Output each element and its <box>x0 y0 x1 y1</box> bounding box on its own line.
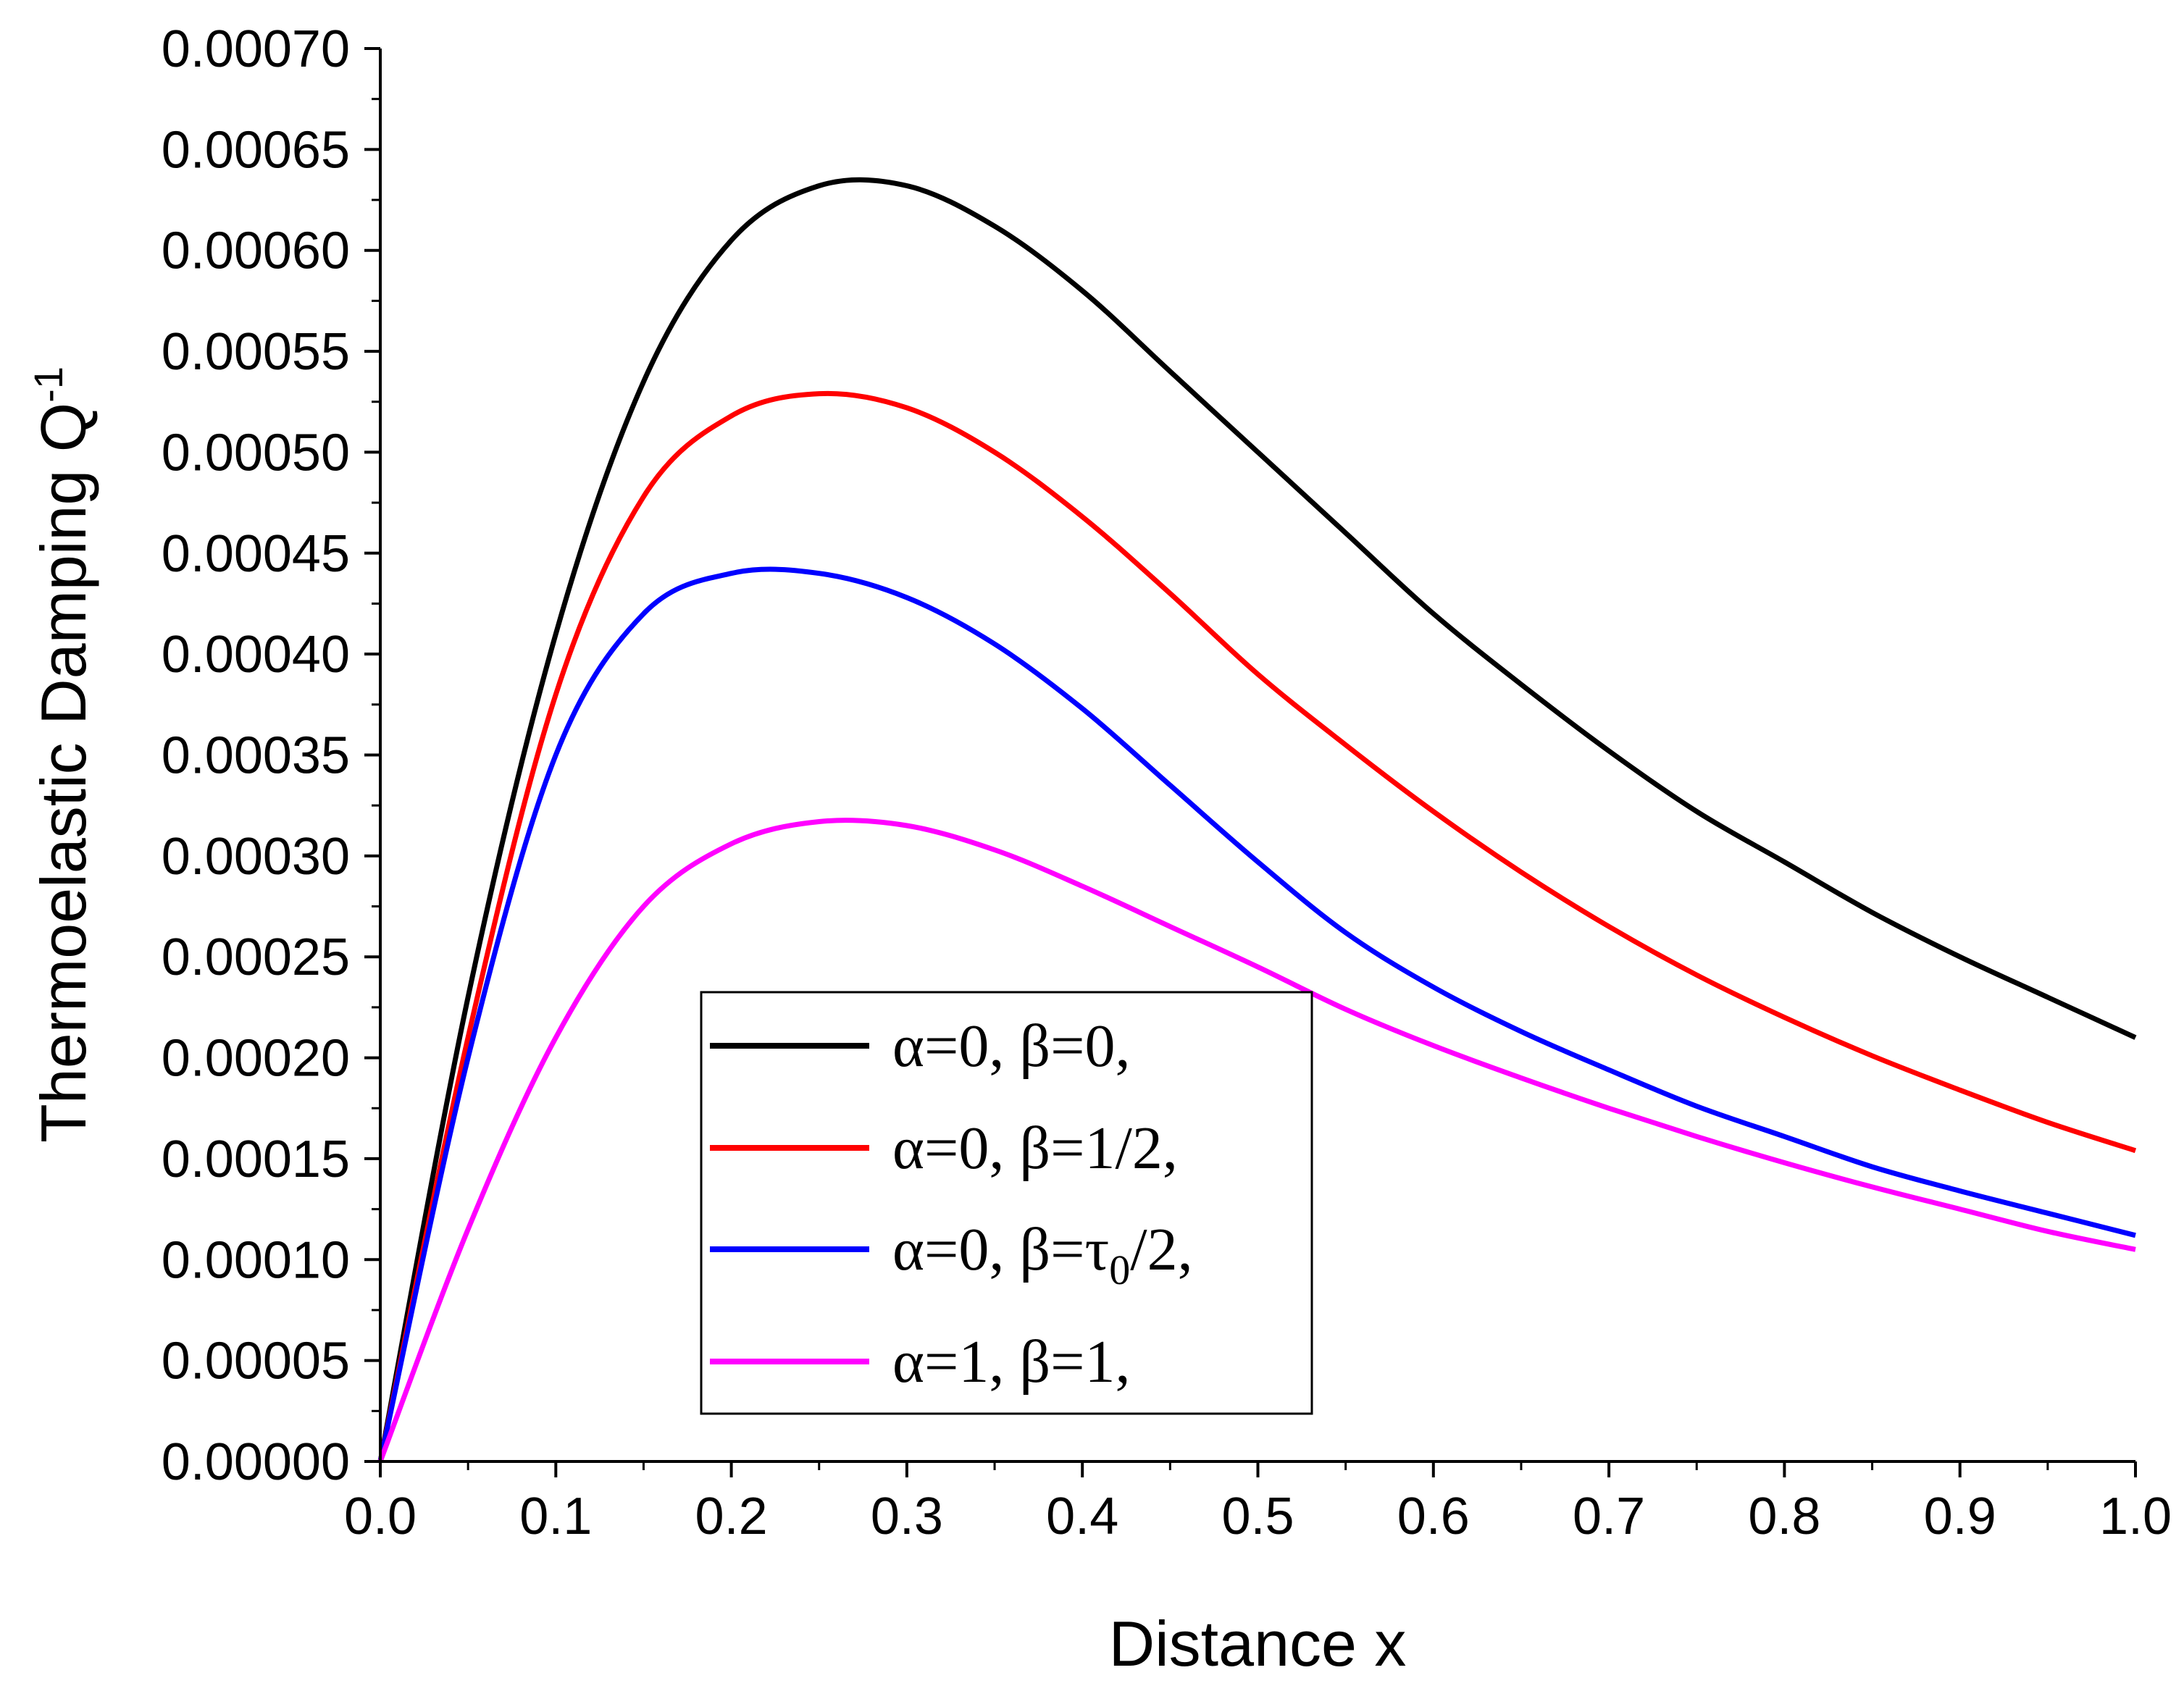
legend: α=0, β=0,α=0, β=1/2,α=0, β=τ0/2,α=1, β=1… <box>700 991 1313 1415</box>
y-tick-label: 0.00020 <box>162 1030 350 1088</box>
legend-label-part: =0, <box>924 1012 1019 1080</box>
y-tick-label: 0.00000 <box>162 1433 350 1491</box>
legend-label-part: β <box>1019 1012 1050 1080</box>
series-line-1 <box>377 177 2137 1462</box>
series-line-3 <box>377 566 2136 1462</box>
x-tick-label: 0.2 <box>695 1488 768 1545</box>
legend-label-part: =1, <box>1050 1328 1130 1396</box>
y-ticks: 0.00000 0.00005 0.00010 0.00015 0.00020 0.000… <box>162 20 380 1491</box>
y-tick-label: 0.00055 <box>162 323 350 381</box>
y-tick-label: 0.00050 <box>162 424 350 482</box>
legend-label-part: α <box>892 1115 924 1182</box>
y-tick-label: 0.00010 <box>162 1231 350 1289</box>
y-tick-label: 0.00025 <box>162 928 350 986</box>
x-tick-label: 0.8 <box>1748 1488 1820 1545</box>
legend-label-part: /2, <box>1130 1216 1192 1283</box>
legend-label-2: α=0, β=1/2, <box>892 1115 1178 1182</box>
legend-label-part: α <box>892 1328 924 1396</box>
x-tick-label: 1.0 <box>2099 1488 2172 1545</box>
y-tick-label: 0.00045 <box>162 525 350 583</box>
legend-label-3: α=0, β=τ0/2, <box>892 1216 1193 1293</box>
y-tick-label: 0.00035 <box>162 727 350 785</box>
legend-label-part: =0, <box>924 1115 1019 1182</box>
y-tick-label: 0.00015 <box>162 1130 350 1188</box>
x-tick-label: 0.0 <box>344 1488 417 1545</box>
legend-label-part: 0 <box>1109 1246 1130 1293</box>
y-tick-label: 0.00005 <box>162 1333 350 1390</box>
y-tick-label: 0.00070 <box>162 20 350 78</box>
legend-label-part: α <box>892 1216 924 1283</box>
series-line-4 <box>377 818 2136 1463</box>
x-tick-label: 0.7 <box>1573 1488 1645 1545</box>
x-tick-label: 0.4 <box>1046 1488 1118 1545</box>
x-tick-label: 0.5 <box>1221 1488 1294 1545</box>
y-axis-title-superscript: -1 <box>25 366 71 403</box>
legend-label-part: =0, <box>1050 1012 1130 1080</box>
y-tick-label: 0.00040 <box>162 626 350 684</box>
legend-box <box>700 991 1313 1415</box>
legend-label-part: =1/2, <box>1050 1115 1178 1182</box>
legend-label-part: =τ <box>1050 1216 1109 1283</box>
series-line-2 <box>377 390 2137 1462</box>
legend-label-part: =1, <box>924 1328 1019 1396</box>
x-tick-label: 0.1 <box>519 1488 592 1545</box>
y-tick-label: 0.00030 <box>162 828 350 886</box>
legend-label-part: β <box>1019 1216 1050 1283</box>
x-tick-label: 0.9 <box>1924 1488 1996 1545</box>
x-ticks: 0.0 0.1 0.2 0.3 0.4 0.5 0.6 0.7 0.8 0.9 1.0 <box>344 1461 2172 1545</box>
legend-label-1: α=0, β=0, <box>892 1012 1131 1080</box>
legend-label-part: β <box>1019 1115 1050 1182</box>
legend-label-part: β <box>1019 1328 1050 1396</box>
x-tick-label: 0.6 <box>1397 1488 1470 1545</box>
y-axis-title: Thermoelastic Damping Q-1 <box>25 366 99 1143</box>
legend-label-part: α <box>892 1012 924 1080</box>
legend-label-4: α=1, β=1, <box>892 1328 1131 1396</box>
y-tick-label: 0.00065 <box>162 121 350 179</box>
x-axis-title: Distance x <box>1109 1608 1407 1679</box>
y-tick-label: 0.00060 <box>162 222 350 280</box>
series-lines <box>377 177 2137 1463</box>
x-tick-label: 0.3 <box>871 1488 943 1545</box>
y-axis-title-main: Thermoelastic Damping Q <box>28 403 99 1143</box>
legend-label-part: =0, <box>924 1216 1019 1283</box>
